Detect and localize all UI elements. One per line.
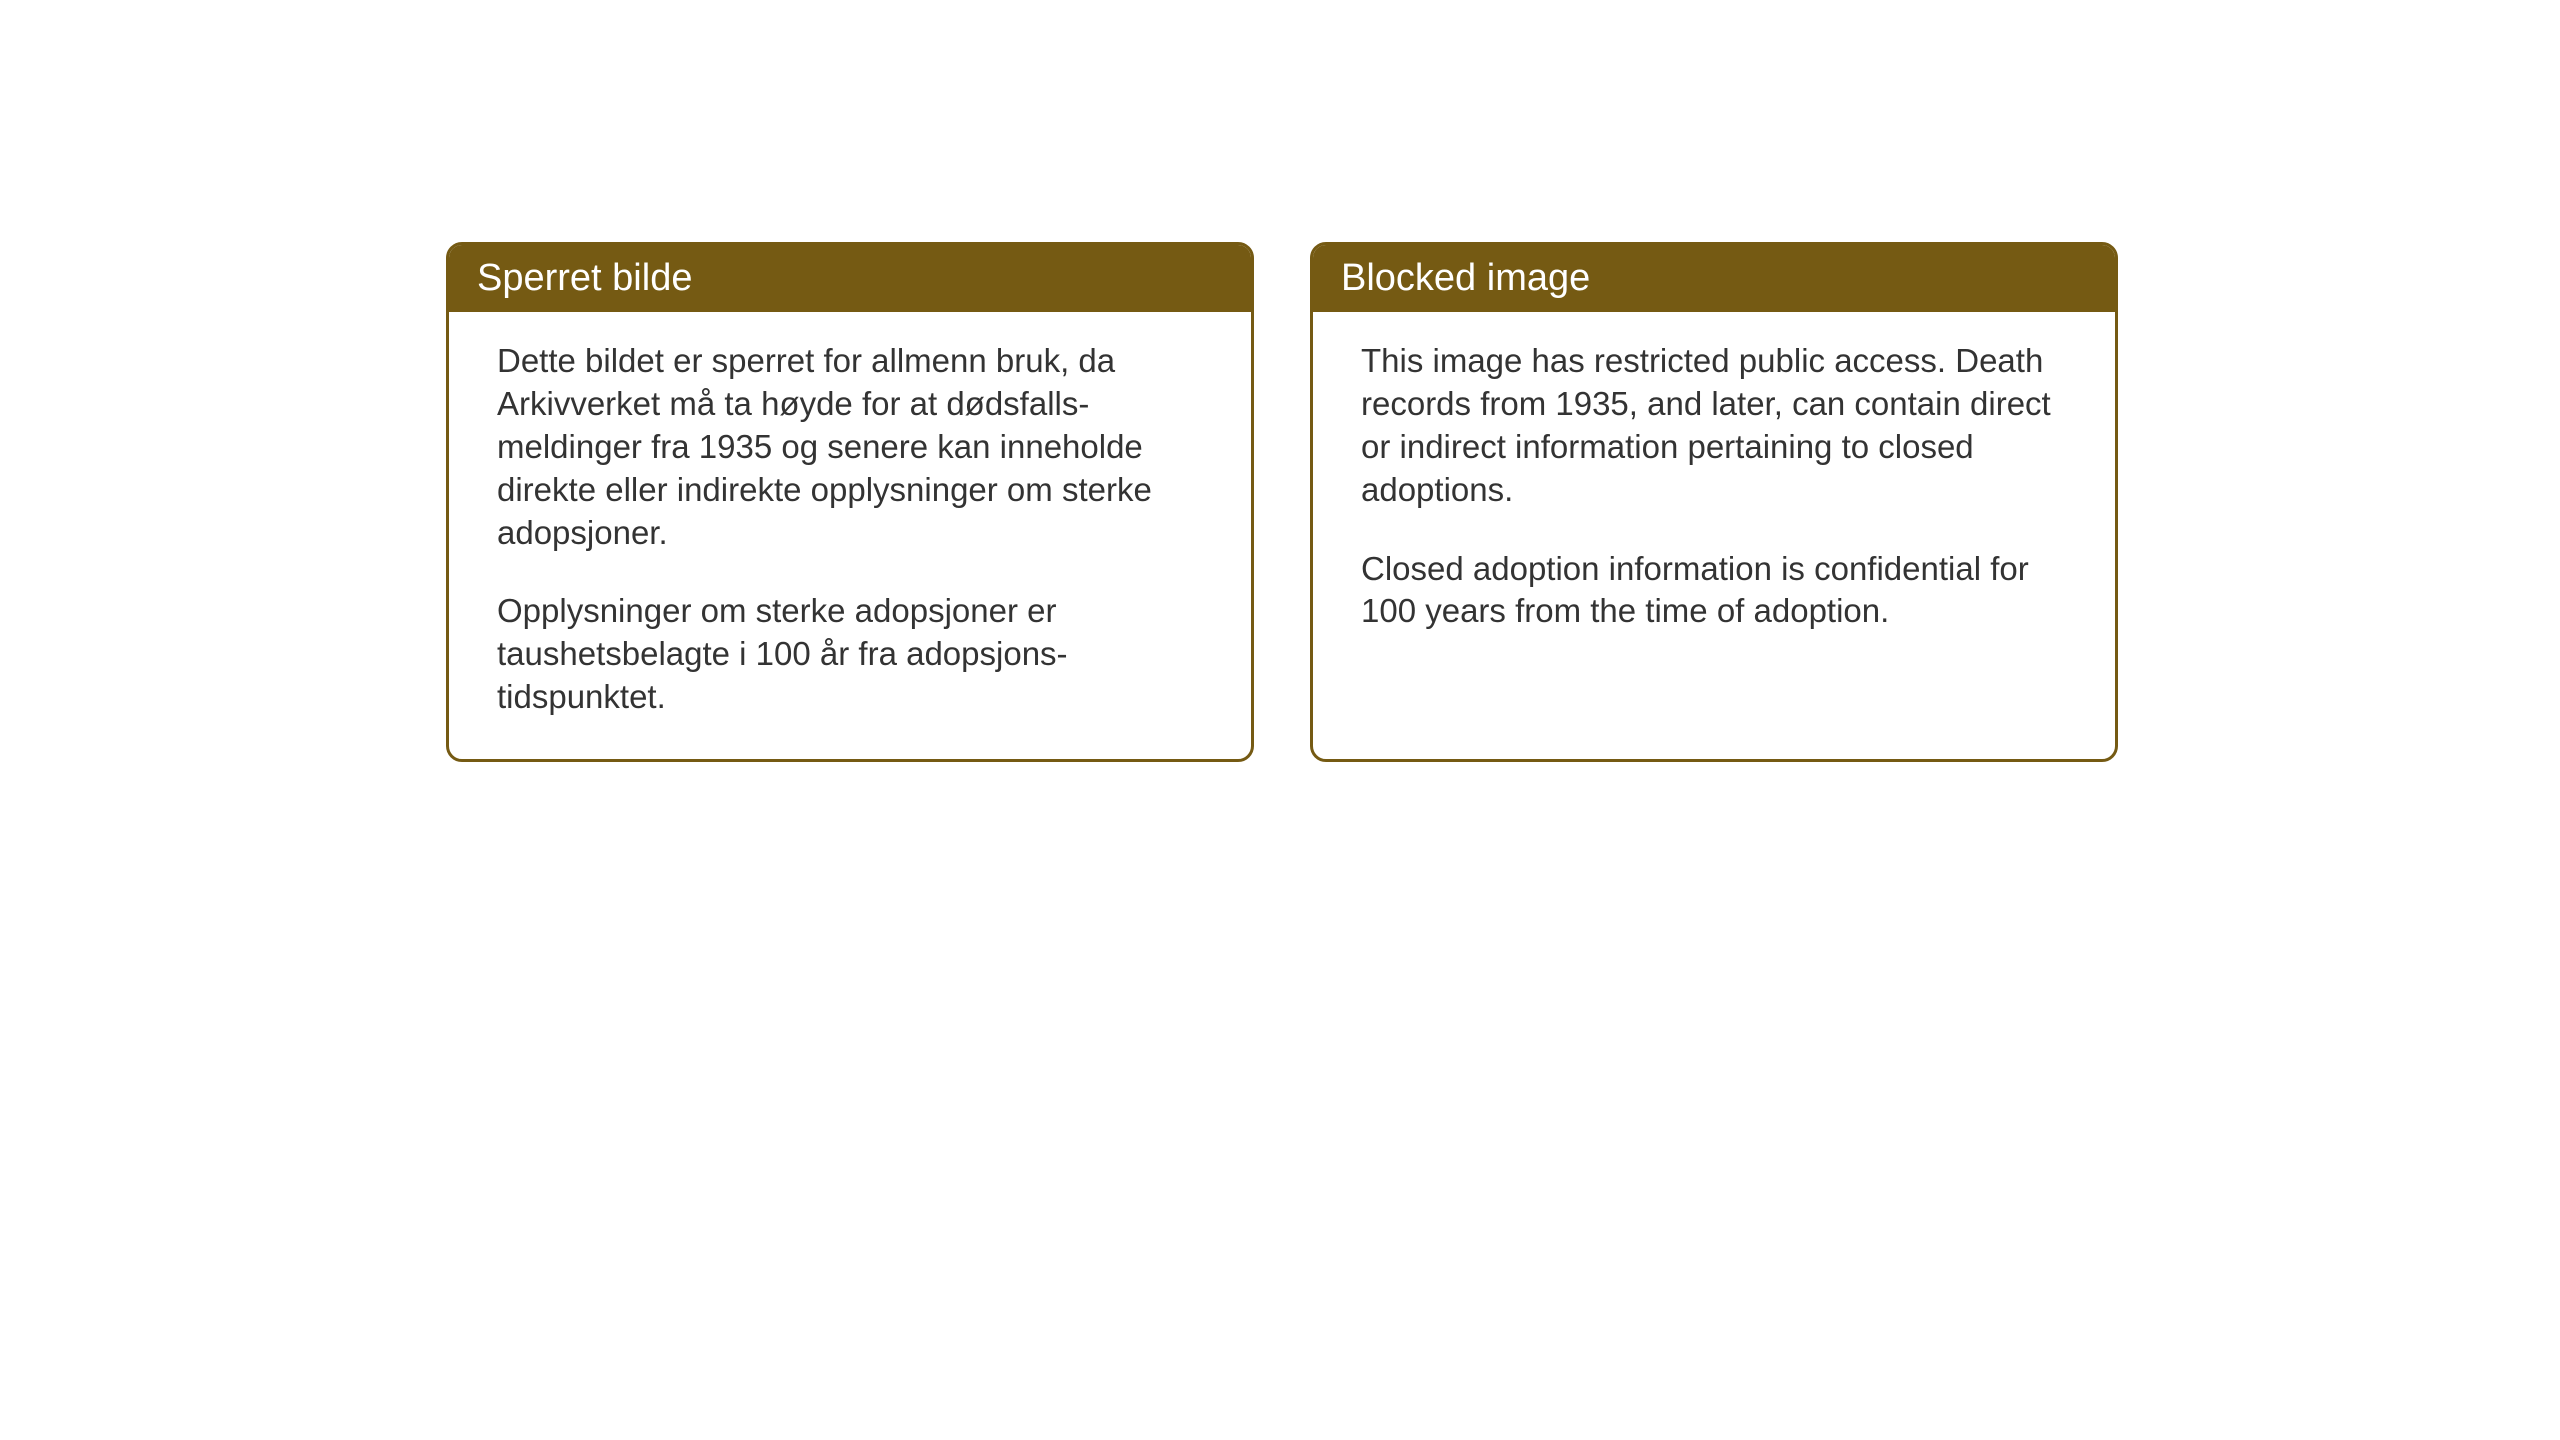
card-body-english: This image has restricted public access.…: [1313, 312, 2115, 752]
card-body-norwegian: Dette bildet er sperret for allmenn bruk…: [449, 312, 1251, 759]
card-header-english: Blocked image: [1313, 245, 2115, 312]
card-paragraph-norwegian-1: Dette bildet er sperret for allmenn bruk…: [497, 340, 1203, 554]
card-paragraph-norwegian-2: Opplysninger om sterke adopsjoner er tau…: [497, 590, 1203, 719]
card-header-norwegian: Sperret bilde: [449, 245, 1251, 312]
cards-container: Sperret bilde Dette bildet er sperret fo…: [446, 242, 2118, 762]
card-paragraph-english-2: Closed adoption information is confident…: [1361, 548, 2067, 634]
card-title-english: Blocked image: [1341, 257, 1590, 299]
card-norwegian: Sperret bilde Dette bildet er sperret fo…: [446, 242, 1254, 762]
card-paragraph-english-1: This image has restricted public access.…: [1361, 340, 2067, 512]
card-title-norwegian: Sperret bilde: [477, 257, 692, 299]
card-english: Blocked image This image has restricted …: [1310, 242, 2118, 762]
